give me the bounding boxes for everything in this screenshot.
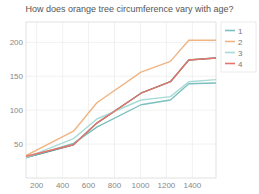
title: How does orange tree circumference vary …: [25, 4, 233, 14]
grid-line: [62, 22, 63, 178]
grid-line: [26, 144, 216, 145]
plot-frame: [26, 22, 216, 178]
background: [0, 0, 259, 194]
legend-swatch: [225, 30, 235, 32]
grid-line: [88, 22, 89, 178]
grid-line: [192, 22, 193, 178]
legend-swatch: [225, 52, 235, 54]
legend: 1 2 3 4: [221, 22, 256, 72]
grid-line: [114, 22, 115, 178]
y-tick-label: 50: [14, 140, 23, 149]
legend-swatch: [225, 41, 235, 43]
series-line: [26, 58, 216, 156]
legend-label: 2: [238, 38, 243, 47]
series-line: [26, 80, 216, 158]
legend-label: 3: [238, 49, 243, 58]
lines: [26, 40, 216, 157]
y-tick-label: 200: [10, 38, 24, 47]
legend-frame: [221, 22, 256, 72]
grid-line: [26, 110, 216, 111]
legend-swatch: [225, 63, 235, 65]
series-line: [26, 58, 216, 158]
x-tick-label: 1200: [158, 181, 176, 190]
legend-label: 1: [238, 27, 243, 36]
y-tick-label: 150: [10, 72, 24, 81]
x-tick-label: 400: [56, 181, 70, 190]
y-tick-label: 100: [10, 106, 24, 115]
x-tick-label: 1400: [183, 181, 201, 190]
x-tick-label: 1000: [132, 181, 150, 190]
grid-line: [26, 76, 216, 77]
legend-label: 4: [238, 60, 243, 69]
x-tick-label: 600: [82, 181, 96, 190]
x-tick-label: 200: [30, 181, 44, 190]
series-line: [26, 40, 216, 155]
x-tick-label: 800: [108, 181, 122, 190]
grid: [26, 22, 216, 178]
